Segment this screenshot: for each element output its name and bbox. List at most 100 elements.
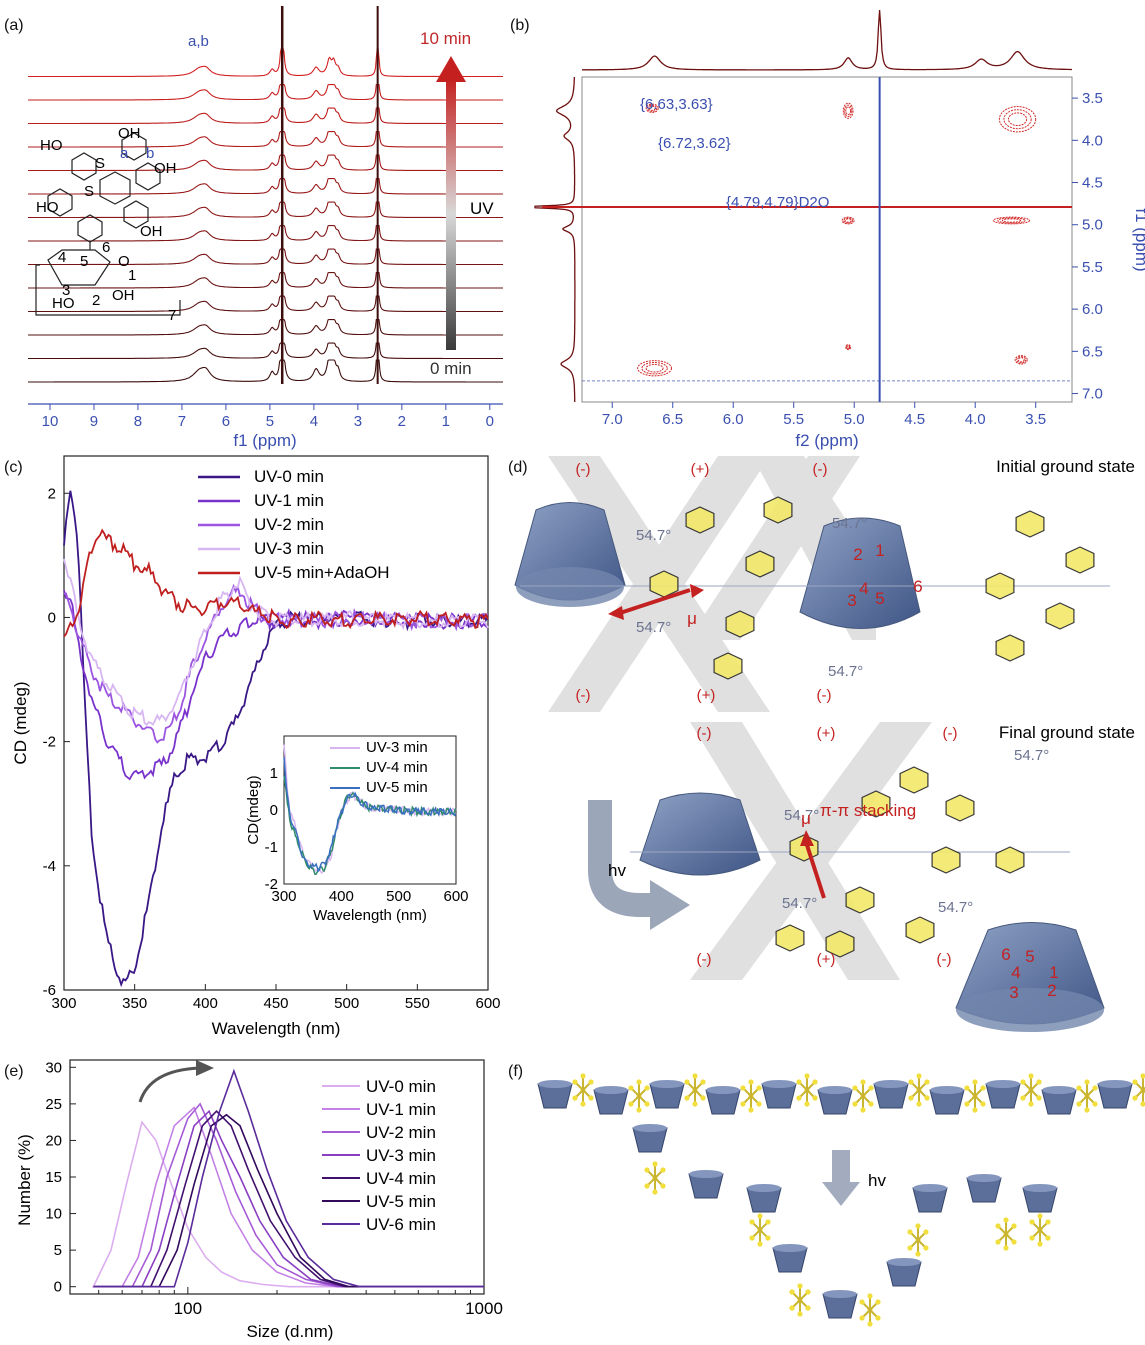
dls-ytick-label: 15 — [45, 1169, 62, 1186]
charge-sign-8: (-) — [943, 725, 958, 742]
angle-label-3: 54.7° — [828, 663, 863, 680]
glucose-position-7: 5 — [1025, 947, 1034, 966]
panel-e: (e) 100 1000 0 5 10 15 20 25 30 Size (d.nm) Numb… — [4, 1059, 503, 1341]
nmr-spectrum-8 — [28, 178, 503, 195]
chain-top-azo-2-dot — [684, 1095, 690, 1101]
dls-legend: UV-0 min UV-1 min UV-2 min UV-3 min UV-4 min… — [322, 1077, 436, 1234]
chain-top-azo-10-arm — [1142, 1089, 1145, 1094]
cosy-crosspeak-3 — [1007, 112, 1028, 127]
cosy-crosspeak-6 — [1017, 357, 1025, 363]
chain-bottom-azo-5-dot — [995, 1223, 1001, 1229]
chain-top-azo-6-dot — [908, 1079, 914, 1085]
panel-a-label: (a) — [4, 17, 24, 34]
hv-arrow-head — [650, 880, 690, 930]
dls-series-line-4 — [93, 1110, 484, 1288]
a-tick-label: 8 — [134, 413, 142, 430]
aromatic-ring-10 — [995, 634, 1025, 662]
chain-bottom-azo-3-dot — [859, 1315, 865, 1321]
chain-bottom-cd-0-rim — [633, 1124, 667, 1132]
cd-legend-label-1: UV-1 min — [254, 491, 324, 510]
dls-ytick-label: 30 — [45, 1059, 62, 1076]
dls-xtick-label: 100 — [174, 1299, 202, 1318]
cosy-crosspeak-1 — [648, 105, 656, 111]
aromatic-ring-17 — [845, 886, 875, 914]
chain-top-cd-1-rim — [594, 1086, 628, 1094]
dls-shift-arrow — [138, 1066, 201, 1103]
cd-y-label: CD (mdeg) — [11, 681, 30, 764]
chain-top-azo-2-dot — [684, 1079, 690, 1085]
chain-bottom-azo-3-dot — [875, 1315, 881, 1321]
cd-xtick-label: 400 — [193, 995, 218, 1012]
molecule-label-6: S — [84, 183, 94, 200]
cd-inset-lines — [283, 744, 457, 876]
dls-shift-arrowhead — [196, 1060, 214, 1076]
cosy-left-projection — [534, 76, 576, 402]
cosy-crosspeak-2 — [844, 104, 853, 117]
a-tick-label: 9 — [90, 413, 98, 430]
aromatic-ring-6 — [985, 572, 1015, 600]
nmr-spectrum-4 — [28, 272, 503, 289]
chain-top-cd-0-rim — [538, 1080, 572, 1088]
panel-a-x-label: f1 (ppm) — [233, 431, 296, 450]
cyclodextrin-cone-2 — [799, 517, 921, 629]
aromatic-ring-4 — [685, 506, 715, 534]
b-ytick-label: 5.0 — [1082, 217, 1103, 234]
chain-bottom-cd-6-rim — [913, 1184, 947, 1192]
glucose-position-9: 1 — [1049, 963, 1058, 982]
chain-top-azo-2-dot — [700, 1095, 706, 1101]
chain-bottom-azo-3-dot — [859, 1299, 865, 1305]
cd-xtick-label: 500 — [334, 995, 359, 1012]
nmr-spectrum-11 — [28, 107, 503, 125]
hv-label-f: hv — [868, 1171, 886, 1190]
inset-xtick-label: 500 — [386, 888, 411, 905]
molecule-label-14: 1 — [128, 267, 136, 284]
b-xtick-label: 5.5 — [783, 411, 804, 428]
cosy-crosspeak-1 — [647, 104, 658, 112]
panel-d: (d) Initial ground state Final ground st… — [508, 456, 1135, 1032]
nmr-stacked-spectra — [28, 6, 503, 384]
chain-top-cd-5-rim — [818, 1086, 852, 1094]
aromatic-ring-8 — [1065, 546, 1095, 574]
chain-top-azo-6-dot — [924, 1079, 930, 1085]
chain-bottom-azo-5-dot — [995, 1239, 1001, 1245]
inset-ytick-label: 0 — [270, 802, 278, 819]
dipole-arrow-top — [619, 588, 691, 615]
chain-top-azo-7-dot — [972, 1107, 978, 1113]
chain-top-azo-1-dot — [636, 1079, 642, 1085]
chain-bottom-azo-2-dot — [805, 1305, 811, 1311]
cosy-crosspeak-7 — [845, 344, 852, 351]
chain-top-azo-7-dot — [964, 1101, 970, 1107]
nmr-spectrum-7 — [28, 201, 503, 219]
cosy-crosspeak-2 — [845, 106, 852, 116]
cosy-crosspeak-2 — [842, 102, 854, 119]
angle-label-6: 54.7° — [782, 895, 817, 912]
dls-series-lines — [91, 1068, 484, 1288]
chain-bottom-azo-1-dot — [749, 1219, 755, 1225]
cyclodextrin-cone-1 — [514, 502, 626, 607]
glucose-position-6: 6 — [1001, 945, 1010, 964]
cd-x-label: Wavelength (nm) — [212, 1019, 341, 1038]
aromatic-ring-2 — [725, 610, 755, 638]
chain-top-azo-7-dot — [980, 1085, 986, 1091]
cosy-crosspeak-7 — [845, 344, 851, 350]
dls-axis-ticks: 100 1000 0 5 10 15 20 25 30 — [45, 1059, 503, 1318]
glucose-position-3: 5 — [875, 589, 884, 608]
dls-series-line-6 — [93, 1068, 484, 1288]
chain-top-azo-5-dot — [868, 1101, 874, 1107]
dls-x-label: Size (d.nm) — [247, 1322, 334, 1341]
a-tick-label: 3 — [354, 413, 362, 430]
cosy-crosspeak-5 — [997, 217, 1026, 224]
chain-bottom-azo-6-dot — [1045, 1219, 1051, 1225]
dls-ytick-label: 10 — [45, 1206, 62, 1223]
cd-legend-label-4: UV-5 min+AdaOH — [254, 563, 390, 582]
cosy-crosspeak-0 — [645, 363, 664, 373]
b-ytick-label: 5.5 — [1082, 259, 1103, 276]
cd-series-lines — [63, 490, 489, 988]
chain-top-azo-4-dot — [796, 1095, 802, 1101]
chain-top-azo-3-dot — [756, 1101, 762, 1107]
charge-sign-3: (-) — [576, 687, 591, 704]
molecule-label-9: 6 — [102, 239, 110, 256]
chain-top-azo-5-dot — [852, 1101, 858, 1107]
chain-top-azo-7-dot — [964, 1085, 970, 1091]
chain-bottom-azo-6-dot — [1037, 1241, 1043, 1247]
